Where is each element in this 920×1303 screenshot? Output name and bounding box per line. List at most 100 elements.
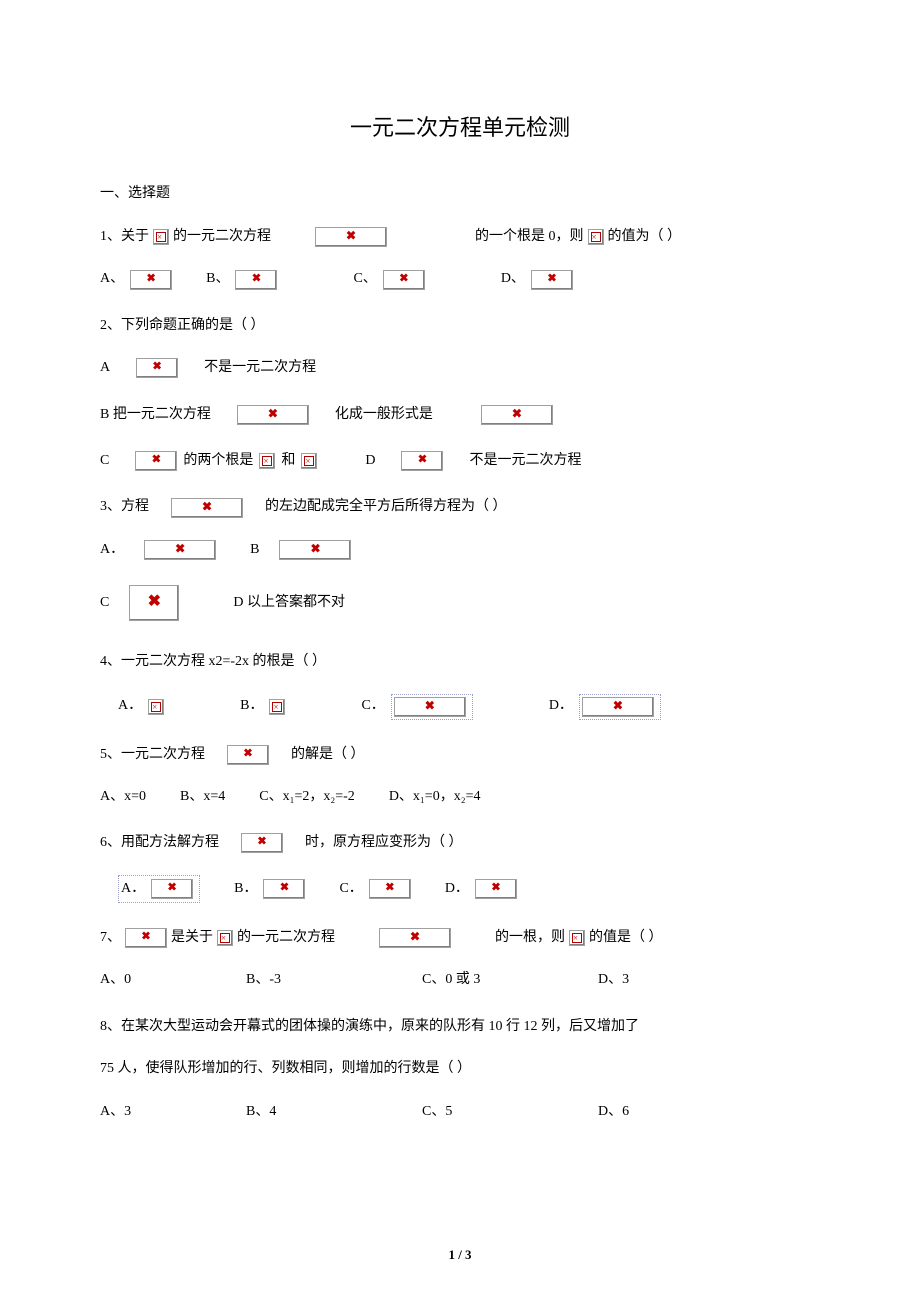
q1-text: 的一个根是 0，则 [475, 226, 584, 248]
q7-opt-b: B、-3 [246, 969, 416, 991]
broken-image-icon [259, 453, 275, 469]
q5-opt-d: D、x₁=0，x₂=4 [389, 786, 481, 808]
question-3: 3、方程 的左边配成完全平方后所得方程为（ ） [100, 496, 820, 518]
dotted-box: A． [118, 875, 200, 903]
broken-image-icon [569, 930, 585, 946]
q6-opt-b: B． [234, 878, 257, 900]
section-heading: 一、选择题 [100, 182, 820, 202]
q2-opt-c: C [100, 450, 109, 472]
q1-options: A、 B、 C、 D、 [100, 268, 820, 290]
q2-opt-c-text2: 和 [281, 450, 295, 472]
q7-opt-c: C、0 或 3 [422, 969, 592, 991]
page-title: 一元二次方程单元检测 [100, 110, 820, 142]
q1-opt-b: B、 [206, 268, 229, 290]
broken-image-icon [217, 930, 233, 946]
q4-opt-c: C． [361, 695, 384, 717]
q3-opt-d: D 以上答案都不对 [233, 592, 345, 614]
q3-opt-c: C [100, 592, 109, 614]
question-6: 6、用配方法解方程 时，原方程应变形为（ ） [100, 832, 820, 854]
q2-opt-b: B 把一元二次方程 [100, 404, 211, 426]
q4-opt-b: B． [240, 695, 263, 717]
broken-image-icon [315, 227, 387, 247]
q2-opt-d-text: 不是一元二次方程 [469, 450, 581, 472]
broken-image-icon [481, 405, 553, 425]
q3-opt-b: B [250, 539, 259, 561]
q7-text5: 的值是（ ） [589, 927, 663, 949]
broken-image-icon [153, 229, 169, 245]
broken-image-icon [383, 270, 425, 290]
broken-image-icon [130, 270, 172, 290]
broken-image-icon [129, 585, 179, 621]
broken-image-icon [144, 540, 216, 560]
q1-text: 1、关于 [100, 226, 149, 248]
q7-opt-a: A、0 [100, 969, 240, 991]
broken-image-icon [235, 270, 277, 290]
q2-opt-d: D [365, 450, 375, 472]
q7-text2: 是关于 [171, 927, 213, 949]
q5-options: A、x=0 B、x=4 C、x₁=2，x₂=-2 D、x₁=0，x₂=4 [100, 786, 820, 808]
broken-image-icon [379, 928, 451, 948]
broken-image-icon [151, 879, 193, 899]
q5-opt-c: C、x₁=2，x₂=-2 [259, 786, 355, 808]
page: 一元二次方程单元检测 一、选择题 1、关于 的一元二次方程 的一个根是 0，则 … [0, 0, 920, 1303]
q2-opt-b-text: 化成一般形式是 [335, 404, 433, 426]
q5-opt-b: B、x=4 [180, 786, 225, 808]
question-5: 5、一元二次方程 的解是（ ） [100, 744, 820, 766]
q1-opt-a: A、 [100, 268, 124, 290]
broken-image-icon [531, 270, 573, 290]
q2-opt-b-row: B 把一元二次方程 化成一般形式是 [100, 404, 820, 426]
broken-image-icon [475, 879, 517, 899]
question-1: 1、关于 的一元二次方程 的一个根是 0，则 的值为（ ） [100, 226, 820, 248]
broken-image-icon [237, 405, 309, 425]
question-8-line2: 75 人，使得队形增加的行、列数相同，则增加的行数是（ ） [100, 1058, 820, 1080]
q7-text3: 的一元二次方程 [237, 927, 335, 949]
q1-opt-c: C、 [353, 268, 376, 290]
q8-opt-d: D、6 [598, 1101, 629, 1123]
broken-image-icon [263, 879, 305, 899]
question-4: 4、一元二次方程 x2=-2x 的根是（ ） [100, 651, 820, 673]
broken-image-icon [588, 229, 604, 245]
question-8-line1: 8、在某次大型运动会开幕式的团体操的演练中，原来的队形有 10 行 12 列，后… [100, 1016, 820, 1038]
broken-image-icon [301, 453, 317, 469]
q6-options: A． B． C． D． [100, 875, 820, 903]
q7-text: 7、 [100, 927, 121, 949]
q5-text2: 的解是（ ） [291, 744, 365, 766]
q2-opt-a-text: 不是一元二次方程 [204, 357, 316, 379]
broken-image-icon [269, 699, 285, 715]
q6-opt-a: A． [121, 878, 145, 900]
q6-opt-d: D． [445, 878, 469, 900]
q4-opt-d: D． [549, 695, 573, 717]
q5-opt-a: A、x=0 [100, 786, 146, 808]
q3-opts-cd: C D 以上答案都不对 [100, 585, 820, 621]
q4-options: A． B． C． D． [100, 694, 820, 720]
q7-options: A、0 B、-3 C、0 或 3 D、3 [100, 969, 820, 991]
broken-image-icon [401, 451, 443, 471]
q2-opt-cd-row: C 的两个根是 和 D 不是一元二次方程 [100, 450, 820, 472]
broken-image-icon [227, 745, 269, 765]
q7-text4: 的一根，则 [495, 927, 565, 949]
broken-image-icon [148, 699, 164, 715]
q8-opt-a: A、3 [100, 1101, 240, 1123]
broken-image-icon [369, 879, 411, 899]
broken-image-icon [135, 451, 177, 471]
q4-opt-a: A． [118, 695, 142, 717]
q5-text: 5、一元二次方程 [100, 744, 205, 766]
q7-opt-d: D、3 [598, 969, 629, 991]
q2-opt-a-row: A 不是一元二次方程 [100, 357, 820, 379]
q8-opt-c: C、5 [422, 1101, 592, 1123]
question-2-stem: 2、下列命题正确的是（ ） [100, 315, 820, 337]
broken-image-icon [171, 498, 243, 518]
question-7: 7、 是关于 的一元二次方程 的一根，则 的值是（ ） [100, 927, 820, 949]
q6-text: 6、用配方法解方程 [100, 832, 219, 854]
q2-opt-c-text: 的两个根是 [183, 450, 253, 472]
q3-opts-ab: A． B [100, 539, 820, 561]
broken-image-icon [241, 833, 283, 853]
broken-image-icon [279, 540, 351, 560]
q1-opt-d: D、 [501, 268, 525, 290]
broken-image-icon [136, 358, 178, 378]
q8-opt-b: B、4 [246, 1101, 416, 1123]
broken-image-icon [394, 697, 466, 717]
q1-text: 的值为（ ） [608, 226, 682, 248]
dotted-box [579, 694, 661, 720]
broken-image-icon [125, 928, 167, 948]
